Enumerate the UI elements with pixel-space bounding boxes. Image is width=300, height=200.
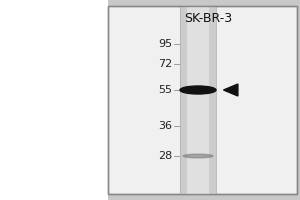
Text: 36: 36	[158, 121, 172, 131]
Ellipse shape	[180, 86, 216, 94]
Bar	[108, 6, 297, 194]
Bar	[0, 0, 108, 200]
Bar	[180, 6, 187, 194]
Text: 95: 95	[158, 39, 172, 49]
Ellipse shape	[183, 154, 213, 158]
Polygon shape	[224, 84, 238, 96]
Bar	[209, 6, 216, 194]
Text: 28: 28	[158, 151, 172, 161]
Bar	[187, 6, 209, 194]
Bar	[108, 6, 297, 194]
Text: 72: 72	[158, 59, 172, 69]
Text: 55: 55	[158, 85, 172, 95]
Text: SK-BR-3: SK-BR-3	[184, 11, 232, 24]
